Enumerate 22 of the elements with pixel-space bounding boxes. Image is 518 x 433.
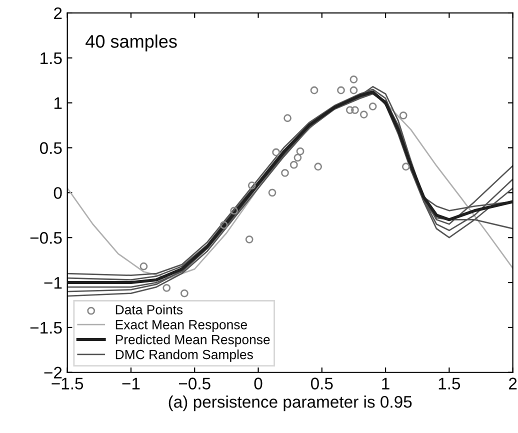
legend-label: Exact Mean Response	[116, 320, 248, 332]
x-axis-title: (a) persistence parameter is 0.95	[168, 396, 412, 412]
x-tick-label: 0	[254, 378, 262, 390]
annotation: 40 samples	[86, 34, 177, 52]
y-tick-label: 1	[54, 97, 62, 109]
x-tick-label: 2	[509, 378, 517, 390]
y-tick-label: −1.5	[30, 322, 62, 334]
x-tick-label: 0.5	[310, 378, 333, 390]
y-tick-label: −0.5	[30, 232, 62, 244]
x-tick-label: −0.5	[178, 378, 210, 390]
y-tick-label: 2	[54, 7, 62, 20]
legend-label: DMC Random Samples	[116, 350, 253, 362]
y-tick-label: −1	[44, 277, 62, 289]
x-tick-label: −1	[122, 378, 140, 390]
y-tick-label: 1.5	[40, 52, 62, 64]
legend-label: Predicted Mean Response	[116, 334, 270, 347]
y-tick-label: 0	[54, 187, 62, 199]
y-tick-label: 0.5	[40, 142, 62, 154]
x-tick-label: 1.5	[438, 378, 460, 390]
legend-label: Data Points	[116, 304, 183, 314]
y-tick-label: −2	[44, 366, 62, 378]
x-tick-label: 1	[382, 378, 390, 390]
